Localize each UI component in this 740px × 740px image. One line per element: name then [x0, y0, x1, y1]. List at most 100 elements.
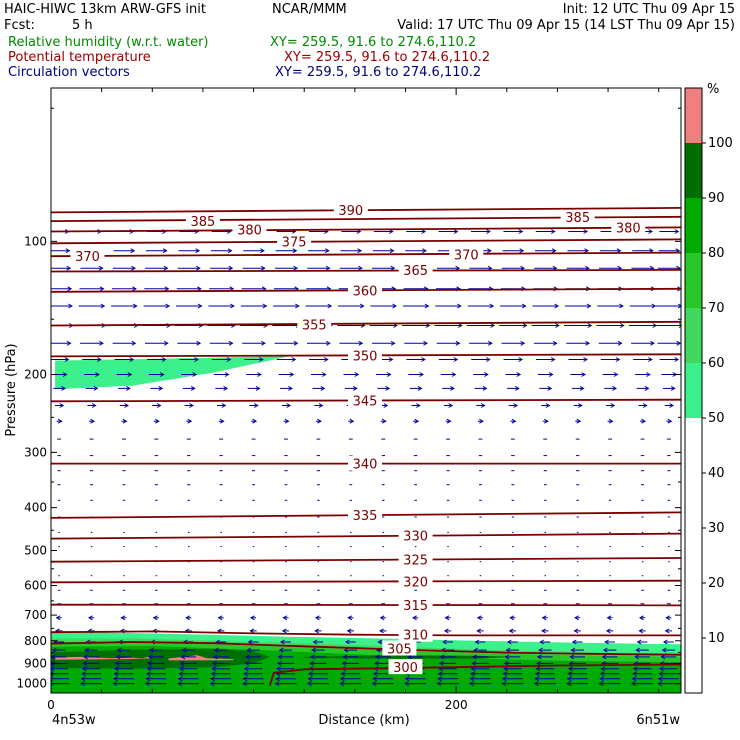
circulation-vector: [308, 671, 328, 677]
circulation-vector: [179, 660, 197, 666]
circulation-vector: [638, 615, 646, 621]
isentrope-label-bg: [333, 202, 368, 218]
circulation-vector: [184, 403, 194, 408]
y-tick-label: 100: [24, 234, 47, 248]
circulation-vector: [662, 385, 676, 391]
circulation-vector: [80, 265, 104, 271]
colorbar-frame: [684, 87, 703, 694]
isentrope-label: 380: [237, 224, 262, 239]
circulation-vector: [503, 666, 522, 672]
circulation-vector: [507, 385, 520, 391]
circulation-vector: [211, 666, 230, 672]
isentrope-label-bg: [232, 221, 267, 237]
isentrope-375: [51, 238, 681, 245]
circulation-vector: [503, 357, 524, 362]
isentrope-label: 350: [353, 349, 378, 364]
isentrope-label-bg: [382, 640, 417, 656]
isentrope-label-bg: [348, 392, 382, 408]
colorbar-swatch: [685, 308, 702, 363]
circulation-vector: [81, 671, 101, 677]
circulation-vector: [476, 403, 486, 408]
isentrope-label-bg: [388, 659, 423, 675]
isentrope-label-bg: [398, 573, 433, 589]
circulation-vector: [601, 654, 618, 660]
isentrope-label: 310: [403, 629, 428, 644]
circulation-vector: [659, 357, 680, 362]
circulation-vector: [242, 340, 266, 346]
circulation-vector: [143, 303, 171, 309]
circulation-vector: [179, 357, 200, 362]
circulation-vector: [243, 666, 263, 672]
circulation-vector: [503, 660, 521, 666]
circulation-vector: [635, 647, 649, 653]
circulation-vector: [630, 681, 653, 687]
circulation-vector: [656, 303, 681, 309]
circulation-vector: [539, 385, 553, 391]
circulation-vector: [566, 676, 588, 682]
circulation-vector: [177, 676, 199, 682]
circulation-vector: [82, 660, 100, 666]
circulation-vector: [600, 666, 619, 672]
circulation-vector: [307, 265, 331, 271]
circulation-vector: [405, 248, 427, 254]
circulation-vector: [542, 418, 549, 424]
circulation-vector: [217, 615, 224, 621]
circulation-vector: [307, 340, 331, 346]
isentrope-label-bg: [297, 316, 332, 332]
colorbar-label: 20: [708, 576, 725, 591]
circulation-vector: [437, 265, 461, 271]
circulation-vector: [116, 372, 133, 377]
circulation-vector: [443, 628, 452, 634]
circulation-vector: [570, 647, 584, 653]
circulation-vector: [599, 248, 622, 254]
circulation-vector: [82, 357, 102, 362]
header-fcst-label: Fcst:: [4, 18, 35, 33]
circulation-vector: [274, 265, 299, 271]
circulation-vector: [499, 323, 528, 328]
circulation-vector: [532, 303, 560, 309]
circulation-vector: [147, 357, 167, 362]
circulation-vector: [56, 418, 63, 424]
circulation-vector: [536, 660, 554, 666]
isentrope-label: 320: [403, 575, 428, 590]
circulation-vector: [149, 647, 163, 653]
circulation-vector: [116, 647, 131, 653]
circulation-vector: [309, 660, 327, 666]
circulation-vector: [599, 671, 620, 677]
circulation-vector: [340, 671, 361, 677]
circulation-vector: [78, 303, 106, 309]
circulation-vector: [574, 615, 581, 621]
x-axis-label: Distance (km): [318, 713, 409, 728]
isentrope-label-bg: [348, 282, 382, 298]
circulation-vector: [372, 265, 396, 271]
circulation-vector: [180, 654, 197, 660]
circulation-vector: [598, 681, 621, 687]
circulation-vector: [152, 615, 159, 621]
circulation-vector: [276, 666, 295, 672]
circulation-vector: [113, 248, 136, 254]
colorbar-swatch: [685, 88, 702, 143]
circulation-vector: [567, 248, 590, 254]
circulation-vector: [111, 286, 137, 292]
isentrope-label: 380: [616, 221, 641, 236]
circulation-vector: [149, 372, 165, 377]
circulation-vector: [660, 654, 677, 660]
circulation-vector: [217, 403, 227, 408]
circulation-vector: [153, 418, 160, 424]
isentrope-label: 345: [353, 395, 378, 410]
x-tick-label: 200: [445, 698, 468, 712]
circulation-vector: [634, 654, 650, 660]
circulation-vector: [111, 303, 138, 309]
circulation-vector: [371, 340, 396, 346]
isentrope-label: 325: [403, 554, 428, 569]
colorbar-label: 50: [708, 411, 725, 426]
circulation-vector: [439, 654, 456, 660]
isentrope-label: 315: [403, 599, 428, 614]
rh-fill-layer: [51, 355, 681, 693]
circulation-vector: [406, 357, 426, 362]
circulation-vector: [435, 303, 462, 309]
circulation-vector: [471, 357, 491, 362]
circulation-vector: [445, 418, 452, 424]
circulation-vector: [146, 248, 168, 254]
